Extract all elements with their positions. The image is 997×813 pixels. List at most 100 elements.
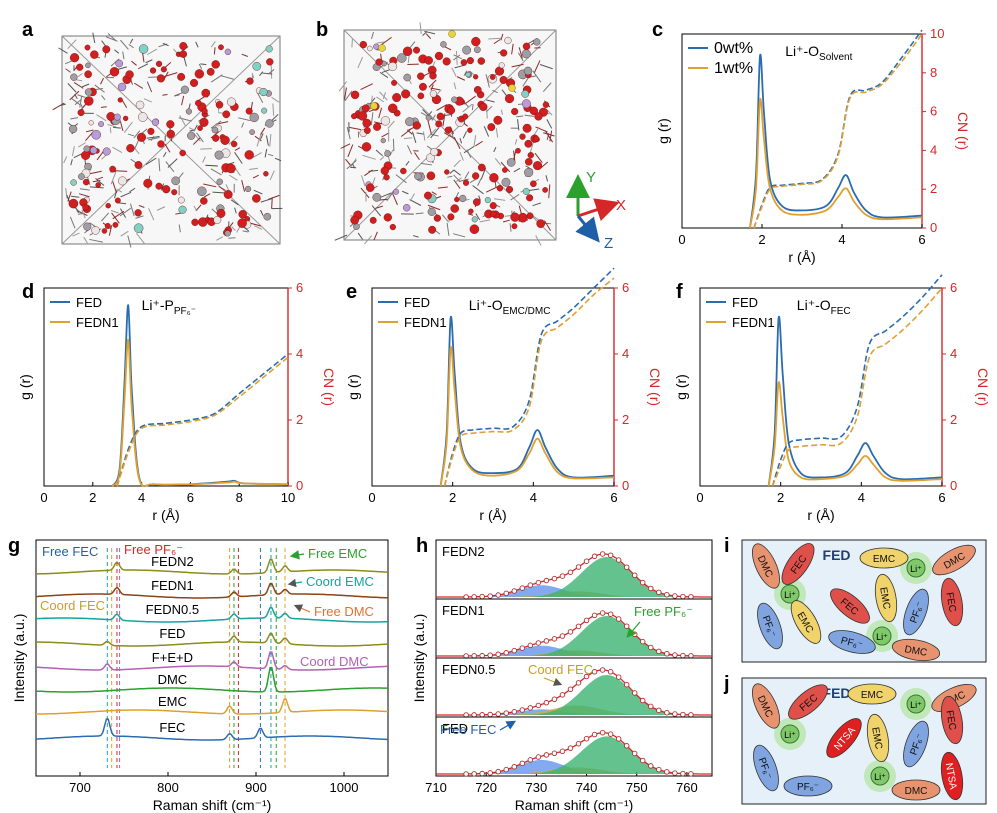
bond (128, 44, 134, 49)
bond (143, 98, 152, 103)
bond (112, 210, 125, 220)
bond (494, 198, 506, 201)
x-axis-label: Raman shift (cm⁻¹) (515, 797, 634, 813)
bond (269, 170, 275, 181)
bond (544, 130, 554, 143)
cn-tick-label: 4 (930, 142, 937, 157)
atom (213, 216, 222, 224)
atom (84, 88, 93, 96)
atom (101, 228, 108, 234)
atom (430, 147, 439, 156)
simulation-box-a (52, 32, 283, 248)
atom (493, 115, 503, 125)
bond (120, 39, 129, 50)
bond (467, 213, 474, 216)
atom (502, 167, 508, 173)
subpanel-label: FED (442, 721, 468, 736)
bond (545, 175, 549, 182)
data-point (591, 553, 598, 560)
bond (127, 235, 132, 248)
atom (263, 171, 269, 177)
bond (493, 147, 497, 153)
atom (162, 185, 171, 194)
data-point (639, 579, 646, 586)
bond (431, 114, 436, 121)
atom (109, 67, 120, 77)
bond (135, 232, 146, 245)
bond (127, 133, 135, 137)
atom (499, 76, 508, 84)
bond (196, 132, 204, 143)
bond (92, 180, 101, 183)
atom (529, 106, 538, 116)
data-point (575, 680, 582, 686)
atom (393, 188, 400, 195)
bond (122, 100, 128, 108)
bond (134, 82, 144, 89)
bond (510, 193, 520, 201)
x-tick-label: 0 (40, 490, 47, 505)
atom (542, 187, 548, 193)
atom (199, 117, 209, 127)
atom (533, 38, 541, 46)
x-tick-label: 800 (157, 780, 179, 795)
bond (115, 170, 128, 172)
bond (478, 195, 481, 201)
bond (381, 132, 390, 138)
bond (475, 213, 481, 221)
cn-axis-label: CN (r) (647, 368, 663, 406)
cn-tick-label: 2 (622, 412, 629, 427)
atom (489, 74, 496, 80)
bond (370, 31, 375, 40)
bond (77, 94, 86, 98)
atom (265, 45, 273, 53)
bond (259, 71, 264, 77)
atom (238, 210, 247, 219)
atom (401, 89, 411, 99)
data-point (463, 771, 469, 777)
bond (475, 140, 483, 147)
x-tick-label: 1000 (330, 780, 359, 795)
x-tick-label: 4 (138, 490, 145, 505)
bond (200, 63, 207, 66)
bond (101, 95, 106, 101)
bond (378, 107, 383, 119)
data-point (551, 696, 558, 703)
atom (114, 197, 121, 204)
atom (370, 102, 378, 110)
atom (201, 107, 208, 115)
atom (104, 222, 111, 229)
molecule-label: DMC (905, 786, 928, 797)
atom (83, 222, 92, 231)
atom (223, 190, 233, 199)
atom (252, 61, 262, 71)
molecule-fec (830, 588, 870, 624)
data-point (591, 612, 598, 619)
bond (449, 169, 455, 174)
bond (500, 109, 503, 115)
atom (218, 44, 224, 51)
atom (363, 127, 371, 134)
bond (81, 83, 90, 88)
bond (453, 174, 461, 183)
bond (254, 135, 262, 142)
data-point (631, 690, 638, 696)
bond (471, 103, 474, 111)
bond (90, 170, 102, 175)
atom (245, 107, 253, 115)
atom (263, 212, 272, 221)
bond (234, 152, 243, 164)
x-tick-label: 6 (187, 490, 194, 505)
atom (84, 70, 92, 79)
bond (267, 69, 275, 75)
bond (357, 57, 364, 69)
data-point (688, 712, 694, 718)
bond (373, 231, 378, 241)
atom (440, 41, 447, 48)
subpanel-label: FEDN1 (442, 603, 485, 618)
atom (504, 94, 515, 104)
atom (403, 73, 412, 82)
bond (120, 230, 129, 237)
bond (148, 208, 155, 221)
